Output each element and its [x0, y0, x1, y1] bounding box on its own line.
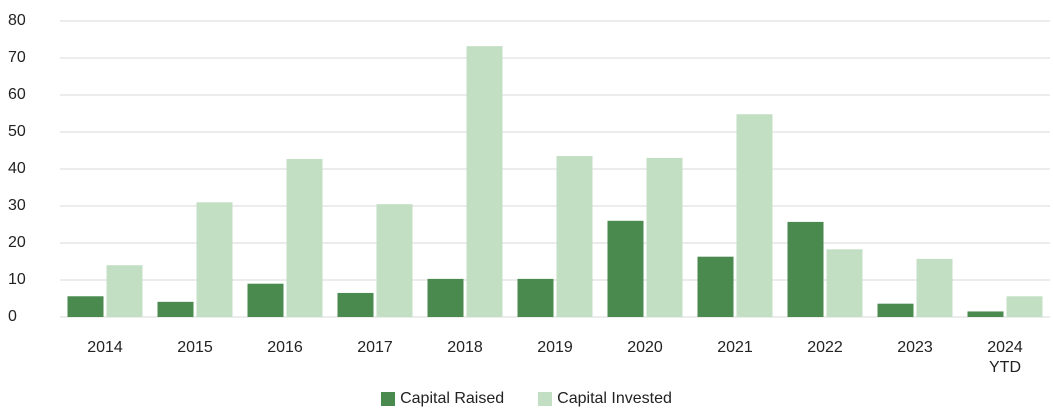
bar: [157, 301, 194, 317]
x-tick-label: 2024 YTD: [987, 339, 1023, 376]
x-tick-label: 2014: [87, 339, 123, 356]
y-tick-label: 50: [8, 123, 26, 140]
bar: [286, 159, 323, 317]
y-tick-label: 20: [8, 234, 26, 251]
y-tick-label: 0: [8, 308, 17, 325]
x-tick-label: 2021: [717, 339, 753, 356]
legend-label: Capital Invested: [557, 390, 672, 407]
y-tick-label: 40: [8, 160, 26, 177]
bar: [106, 265, 143, 317]
bar: [427, 278, 464, 317]
bar: [607, 220, 644, 317]
bar: [826, 249, 863, 317]
bar: [877, 303, 914, 317]
legend-item: Capital Invested: [538, 390, 672, 408]
bar: [337, 292, 374, 317]
bar: [646, 157, 683, 317]
x-tick-label: 2016: [267, 339, 303, 356]
bar: [967, 311, 1004, 317]
bar: [736, 114, 773, 318]
bar: [196, 202, 233, 317]
bar: [556, 156, 593, 317]
bar: [466, 46, 503, 317]
bar: [697, 256, 734, 317]
legend-item: Capital Raised: [381, 390, 504, 408]
x-tick-label: 2015: [177, 339, 213, 356]
bar: [517, 278, 554, 317]
x-tick-label: 2023: [897, 339, 933, 356]
bar: [1006, 296, 1043, 317]
bar: [67, 296, 104, 317]
legend-swatch: [381, 392, 396, 406]
x-tick-label: 2020: [627, 339, 663, 356]
legend-label: Capital Raised: [400, 390, 505, 407]
bar: [787, 221, 824, 317]
bar: [376, 204, 413, 317]
y-tick-label: 30: [8, 197, 26, 214]
legend: Capital Raised Capital Invested: [0, 390, 1053, 408]
y-tick-label: 10: [8, 271, 26, 288]
x-tick-label: 2017: [357, 339, 393, 356]
x-tick-label: 2019: [537, 339, 573, 356]
legend-swatch: [538, 392, 553, 406]
x-tick-label: 2022: [807, 339, 843, 356]
x-tick-label: 2018: [447, 339, 483, 356]
y-tick-label: 80: [8, 12, 26, 29]
bar: [916, 258, 953, 317]
y-tick-label: 70: [8, 49, 26, 66]
bar: [247, 283, 284, 317]
y-tick-label: 60: [8, 86, 26, 103]
